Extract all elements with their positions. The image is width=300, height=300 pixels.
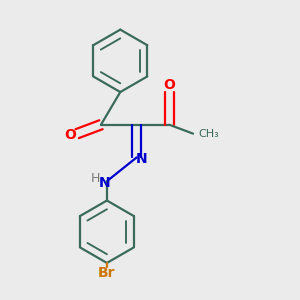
Text: N: N xyxy=(136,152,148,166)
Text: O: O xyxy=(164,78,175,92)
Text: H: H xyxy=(90,172,100,185)
Text: CH₃: CH₃ xyxy=(198,129,219,139)
Text: O: O xyxy=(65,128,76,142)
Text: Br: Br xyxy=(98,266,116,280)
Text: N: N xyxy=(99,176,110,190)
